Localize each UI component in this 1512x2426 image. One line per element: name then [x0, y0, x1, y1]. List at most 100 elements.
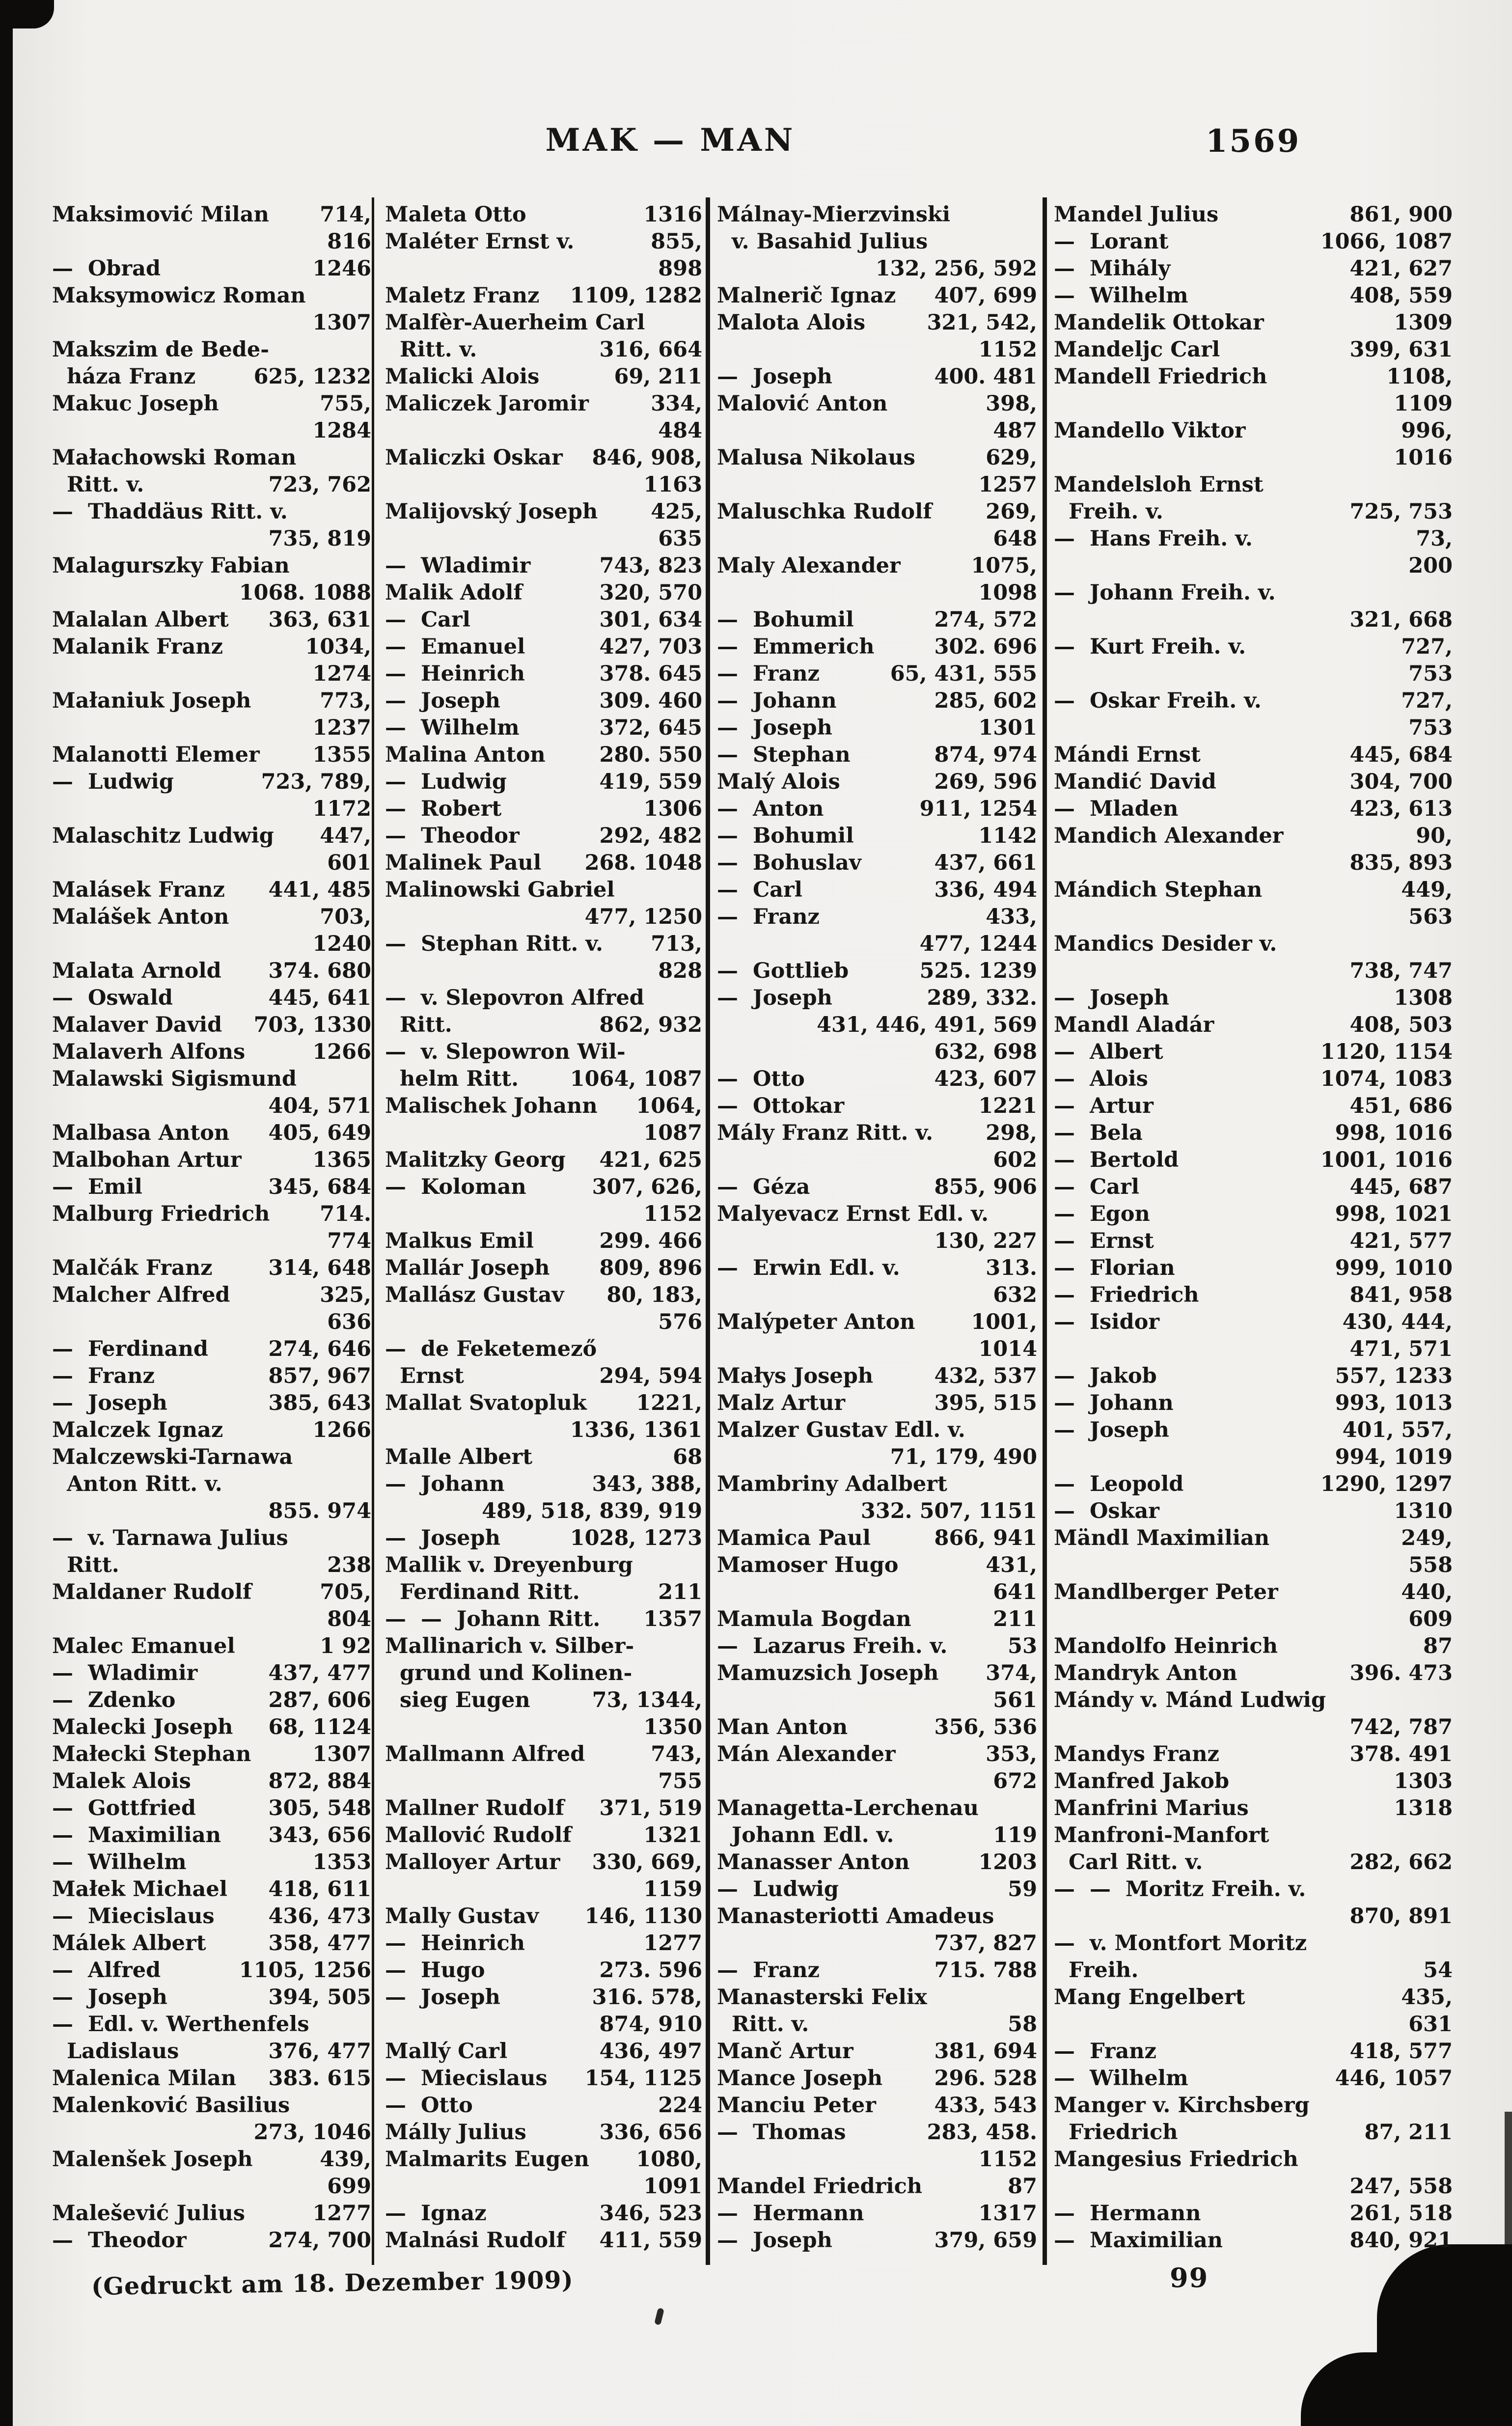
entry-name: — Gottfried — [52, 1796, 196, 1820]
entry-name: Johann Edl. v. — [717, 1823, 894, 1847]
entry-name: — Johann Freih. v. — [1054, 580, 1276, 605]
index-entry-line: Mandryk Anton 396. 473 — [1054, 1660, 1453, 1687]
scan-edge-left — [0, 0, 13, 2426]
entry-name: helm Ritt. — [385, 1067, 519, 1091]
index-entry-line: helm Ritt. 1064, 1087 — [385, 1066, 702, 1093]
index-entry-line: — Oskar 1310 — [1054, 1498, 1453, 1525]
index-entry-line: — Joseph 385, 643 — [52, 1390, 371, 1417]
index-entry-line: 898 — [385, 255, 702, 282]
entry-name: Manč Artur — [717, 2039, 853, 2064]
entry-name: Malanotti Elemer — [52, 743, 260, 767]
index-entry-line: 1307 — [52, 309, 371, 336]
entry-pages: 421, 625 — [599, 1148, 702, 1172]
index-entry-line: Maléter Ernst v. 855, — [385, 228, 702, 255]
entry-pages: 1317 — [978, 2201, 1037, 2226]
entry-name: — Jakob — [1054, 1364, 1157, 1388]
entry-name: — Erwin Edl. v. — [717, 1256, 900, 1280]
entry-pages: 224 — [658, 2093, 702, 2118]
index-entry-line: Johann Edl. v. 119 — [717, 1822, 1037, 1849]
index-entry-line: Manfroni-Manfort — [1054, 1822, 1453, 1849]
index-entry-line: — Carl 445, 687 — [1054, 1174, 1453, 1201]
entry-pages: 87, 211 — [1364, 2120, 1453, 2145]
index-entry-line: 558 — [1054, 1552, 1453, 1579]
index-entry-line: 1152 — [717, 2146, 1037, 2173]
entry-name: Mamula Bogdan — [717, 1607, 911, 1631]
index-entry-line: Mandlberger Peter 440, — [1054, 1579, 1453, 1606]
entry-pages: 1274 — [312, 662, 371, 686]
entry-pages: 432, 537 — [934, 1364, 1037, 1388]
entry-pages: 441, 485 — [268, 878, 371, 902]
index-entry-line: Mandello Viktor 996, — [1054, 417, 1453, 444]
index-entry-line: Mandel Julius 861, 900 — [1054, 201, 1453, 228]
entry-name: Mandolfo Heinrich — [1054, 1634, 1278, 1658]
entry-pages: 755 — [658, 1769, 702, 1793]
entry-name: — Joseph — [717, 986, 832, 1010]
entry-name: Malijovský Joseph — [385, 499, 598, 524]
entry-pages: 1 92 — [320, 1634, 371, 1658]
index-entry-line: 804 — [52, 1606, 371, 1633]
entry-name: — Ernst — [1054, 1229, 1154, 1253]
index-entry-line: Malawski Sigismund — [52, 1066, 371, 1093]
index-entry-line: 602 — [717, 1147, 1037, 1174]
entry-name: — Emmerich — [717, 634, 875, 659]
entry-pages: 445, 684 — [1349, 743, 1453, 767]
index-entry-line: Malata Arnold 374. 680 — [52, 958, 371, 985]
entry-name: — Emil — [52, 1175, 142, 1199]
entry-name: — Bohumil — [717, 824, 854, 848]
entry-pages: 439, — [320, 2147, 371, 2172]
entry-pages: 371, 519 — [599, 1796, 702, 1820]
index-entry-line: 1336, 1361 — [385, 1417, 702, 1444]
index-entry-line: — Wilhelm 372, 645 — [385, 715, 702, 742]
entry-pages: 1064, — [636, 1094, 702, 1118]
index-entry-line: — Ludwig 723, 789, — [52, 769, 371, 796]
entry-pages: 356, 536 — [934, 1715, 1037, 1739]
index-entry-line: sieg Eugen 73, 1344, — [385, 1687, 702, 1714]
index-entry-line: — Franz 433, — [717, 904, 1037, 931]
entry-name: Mallár Joseph — [385, 1256, 550, 1280]
entry-name: — Franz — [717, 662, 820, 686]
entry-pages: 1066, 1087 — [1320, 229, 1453, 254]
entry-pages: 1303 — [1394, 1769, 1453, 1793]
entry-pages: 381, 694 — [934, 2039, 1037, 2064]
entry-name: — Gottlieb — [717, 959, 849, 983]
index-entry-line: 130, 227 — [717, 1228, 1037, 1255]
entry-pages: 1301 — [978, 716, 1037, 740]
entry-pages: 1142 — [978, 824, 1037, 848]
entry-name: — Franz — [717, 905, 820, 929]
entry-pages: 71, 179, 490 — [890, 1445, 1037, 1469]
index-entry-line: Mangesius Friedrich — [1054, 2146, 1453, 2173]
index-entry-line: Mang Engelbert 435, — [1054, 1984, 1453, 2011]
index-entry-line: — Ludwig 419, 559 — [385, 769, 702, 796]
entry-name: — Maximilian — [52, 1823, 221, 1847]
index-entry-line: — Thomas 283, 458. — [717, 2119, 1037, 2146]
entry-name: Malović Anton — [717, 391, 888, 416]
entry-pages: 309. 460 — [599, 689, 702, 713]
entry-name: — — Moritz Freih. v. — [1054, 1877, 1306, 1902]
entry-pages: 1014 — [978, 1337, 1037, 1361]
entry-pages: 302. 696 — [934, 634, 1037, 659]
index-entry-line: Mance Joseph 296. 528 — [717, 2065, 1037, 2092]
entry-name: Mance Joseph — [717, 2066, 883, 2091]
entry-name: — Wilhelm — [1054, 2066, 1188, 2091]
entry-pages: 1109 — [1394, 391, 1453, 416]
entry-name: Mandel Friedrich — [717, 2174, 923, 2199]
index-entry-line: Malijovský Joseph 425, — [385, 498, 702, 525]
entry-name: Malý Alois — [717, 770, 840, 794]
entry-pages: 90, — [1416, 824, 1453, 848]
entry-name: — Miecislaus — [385, 2066, 548, 2091]
entry-pages: 407, 699 — [934, 283, 1037, 308]
entry-pages: 1336, 1361 — [570, 1418, 702, 1442]
index-entry-line: — Emil 345, 684 — [52, 1174, 371, 1201]
index-entry-line: Malanik Franz 1034, — [52, 634, 371, 661]
entry-pages: 343, 388, — [592, 1472, 702, 1496]
index-entry-line: Mandeljc Carl 399, 631 — [1054, 336, 1453, 363]
entry-name: — Wilhelm — [385, 716, 520, 740]
entry-name: Malagurszky Fabian — [52, 553, 290, 578]
entry-name: — Alfred — [52, 1958, 161, 1983]
index-entry-line: — Carl 301, 634 — [385, 606, 702, 634]
index-entry-line: 477, 1250 — [385, 904, 702, 931]
entry-pages: 119 — [993, 1823, 1037, 1847]
entry-pages: 809, 896 — [599, 1256, 702, 1280]
entry-pages: 911, 1254 — [919, 797, 1037, 821]
entry-pages: 423, 613 — [1349, 797, 1453, 821]
